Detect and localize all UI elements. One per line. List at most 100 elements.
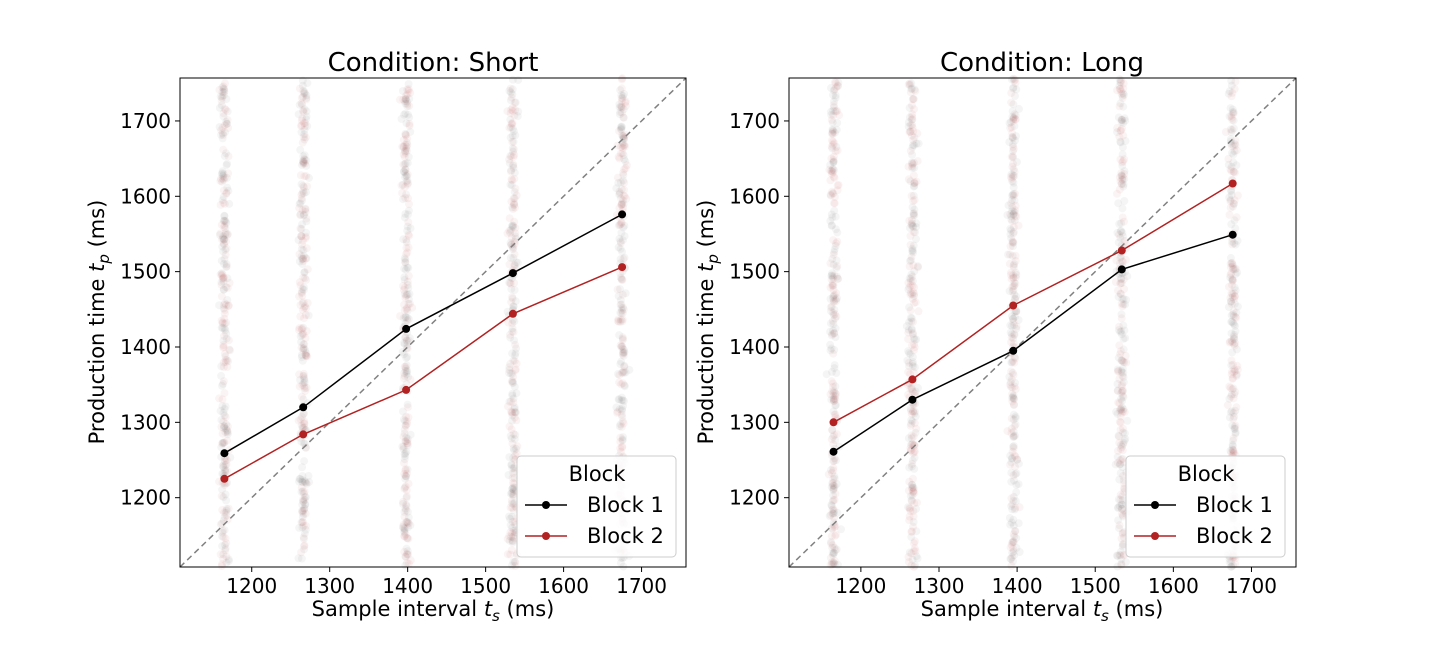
trial-dot [1118,446,1127,455]
trial-dot [509,147,518,156]
trial-dot [831,324,840,333]
trial-dot [620,381,629,390]
trial-dot [1011,526,1020,535]
trial-dot [909,222,918,231]
trial-dot [904,358,913,367]
trial-dot [1007,561,1016,570]
trial-dot [300,122,309,130]
trial-dot [295,474,304,483]
trial-dot [828,254,837,263]
trial-dot [829,320,838,328]
trial-dot [829,505,838,514]
trial-dot [510,336,519,345]
trial-dot [400,153,409,161]
trial-dot [1008,548,1017,557]
trial-dot [1112,256,1121,265]
trial-dot [1008,447,1017,456]
trial-dot [830,548,838,557]
trial-dot [908,484,917,493]
legend-label-block-2-short: Block 2 [587,524,664,548]
trial-dot [619,351,628,360]
trial-dot [822,370,831,379]
trial-dot [403,90,412,99]
trial-dot [617,300,626,309]
trial-dot [295,203,304,212]
trial-dot [1009,183,1018,192]
trial-dot [399,281,408,290]
trial-dot [400,290,409,298]
trial-dot [827,532,836,541]
trial-dot [399,524,408,533]
trial-dot [829,281,838,290]
trial-dot [1012,324,1021,333]
trial-dot [1009,393,1018,402]
trial-dot [1011,354,1020,363]
trial-dot [404,372,412,381]
trial-dot [909,135,918,144]
trial-dot [403,439,412,448]
trial-dot [220,299,229,308]
trial-dot [1117,327,1126,336]
trial-dot [1113,386,1122,395]
trial-dot [827,110,836,119]
trial-dot [218,167,227,176]
trial-dot [1004,250,1012,259]
trial-dot [299,340,308,349]
trial-dot [617,103,626,112]
trial-dot [297,483,306,492]
trial-dot [1117,179,1126,188]
trial-dot [221,546,230,555]
trial-dot [907,434,916,443]
trial-dot [1113,86,1122,95]
trial-dot [402,142,411,151]
trial-dot [1009,115,1018,124]
trial-dot [828,126,837,135]
y-tick-label: 1600 [729,184,780,208]
trial-dot [617,380,626,389]
trial-dot [618,247,627,256]
trial-dot [618,406,627,415]
trial-dot [508,512,516,521]
trial-dot [619,191,628,200]
trial-dot [832,263,841,272]
trial-dot [224,123,233,132]
trial-dot [1009,282,1018,291]
trial-dot [828,144,837,153]
trial-dot [1118,396,1127,405]
trial-dot [506,528,515,537]
trial-dot [506,180,515,189]
trial-dot [299,133,308,142]
trial-dot [1012,307,1020,316]
trial-dot [507,460,516,469]
trial-dot [913,263,922,272]
trial-dot [1007,89,1016,97]
data-point-block-1 [1009,346,1018,355]
trial-dot [1117,171,1126,180]
trial-dot [1119,378,1128,387]
trial-dot [505,365,514,374]
trial-dot [1116,155,1125,164]
trial-dot [1008,537,1017,546]
trial-dot [222,149,230,158]
trial-dot [1009,84,1018,93]
trial-dot [907,431,916,440]
y-tick-label: 1300 [120,410,171,434]
trial-dot [298,329,307,338]
trial-dot [1116,412,1125,421]
trial-dot [402,412,410,421]
trial-dot [904,553,913,561]
trial-dot [619,401,628,410]
trial-dot [219,341,228,349]
trial-dot [220,223,229,232]
trial-dot [619,349,627,358]
trial-dot [828,281,837,290]
trial-dot [907,314,916,323]
trial-dot [1010,167,1019,176]
trial-dot [507,222,516,231]
trial-dot [223,356,231,365]
trial-dot [829,457,838,466]
trial-dot [510,260,519,269]
trial-dot [828,272,837,281]
trial-dot [1120,408,1129,416]
trial-dot [909,522,918,531]
